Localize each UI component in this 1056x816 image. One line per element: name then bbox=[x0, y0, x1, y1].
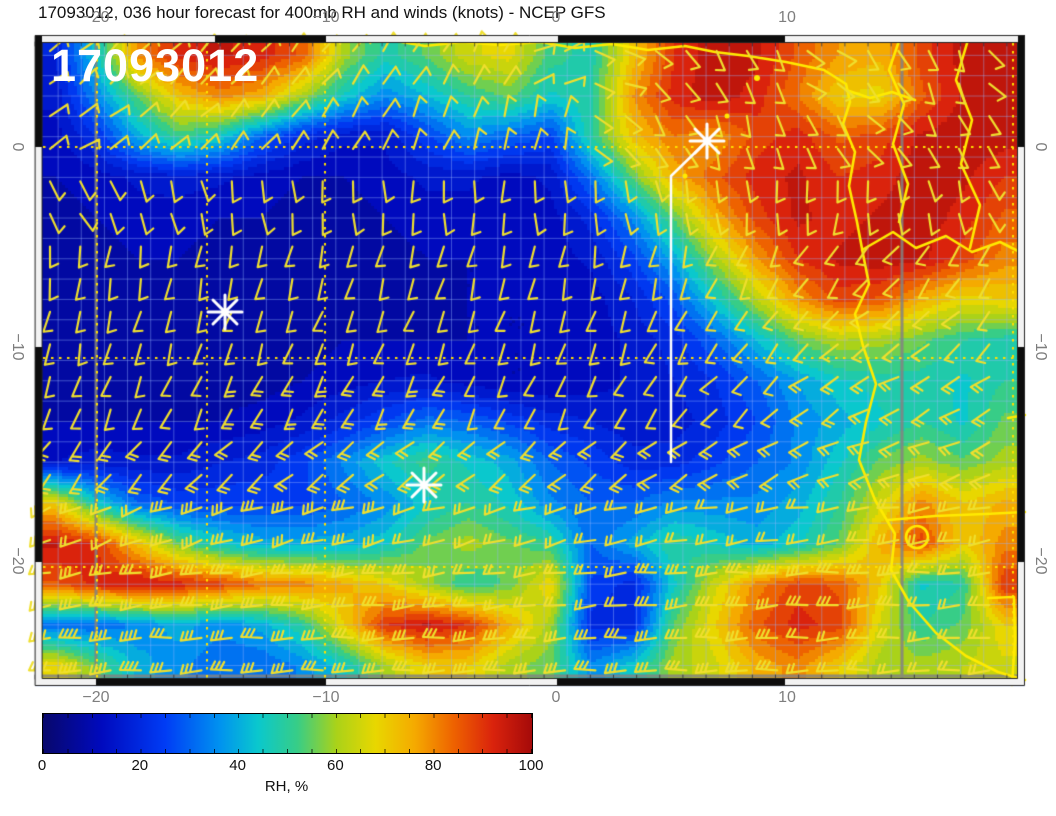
colorbar-tick-label: 20 bbox=[131, 757, 149, 774]
lon-tick-label-top: 10 bbox=[778, 9, 796, 26]
colorbar-tick-label: 60 bbox=[327, 757, 344, 774]
lat-tick-label-right: 0 bbox=[1032, 142, 1049, 152]
colorbar-tick-label: 40 bbox=[229, 757, 246, 774]
lat-tick-label-right: −10 bbox=[1032, 333, 1049, 361]
lat-tick-label-left: −10 bbox=[9, 333, 26, 361]
lon-tick-label-top: 0 bbox=[551, 9, 561, 26]
lon-tick-label-bottom: 0 bbox=[551, 689, 561, 706]
colorbar-axis-label: RH, % bbox=[264, 778, 309, 795]
lon-tick-label-bottom: −10 bbox=[312, 689, 340, 706]
lon-tick-label-top: −20 bbox=[82, 9, 110, 26]
lat-tick-label-right: −20 bbox=[1032, 547, 1049, 575]
lat-tick-label-left: 0 bbox=[9, 142, 26, 152]
colorbar-minor-ticks-bottom bbox=[43, 749, 532, 753]
lon-tick-label-bottom: 10 bbox=[778, 689, 796, 706]
colorbar-tick-label: 80 bbox=[424, 757, 442, 774]
colorbar-tick-label: 100 bbox=[518, 757, 544, 774]
colorbar-tick-label: 0 bbox=[37, 757, 47, 774]
lat-tick-label-left: −20 bbox=[9, 547, 26, 575]
rh-colorbar bbox=[42, 713, 533, 754]
init-time-overlay-label: 17093012 bbox=[51, 40, 260, 91]
lon-tick-label-top: −10 bbox=[312, 9, 340, 26]
lon-tick-label-bottom: −20 bbox=[82, 689, 110, 706]
colorbar-minor-ticks-top bbox=[43, 714, 532, 718]
